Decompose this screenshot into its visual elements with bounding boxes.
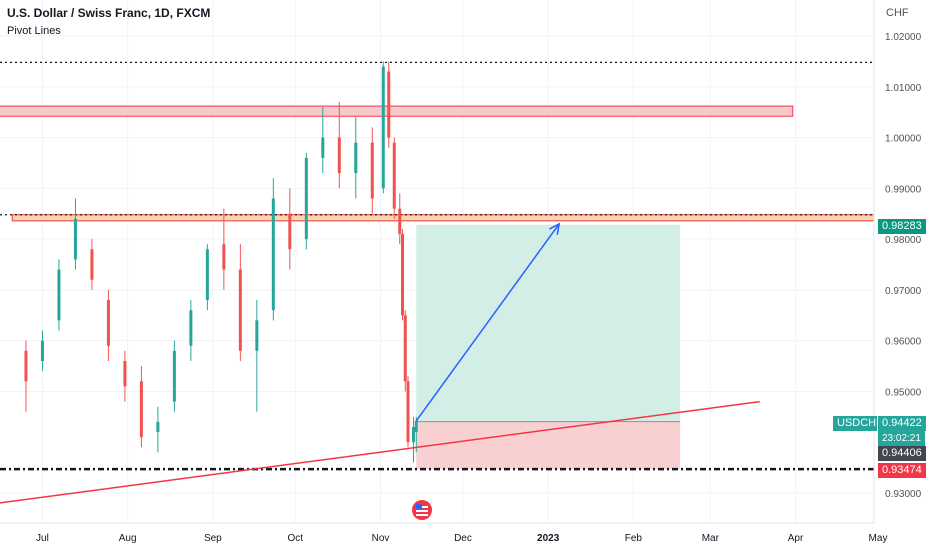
- y-tick-label: 0.97000: [885, 286, 922, 297]
- zones[interactable]: [0, 105, 932, 222]
- resistance-zone[interactable]: [0, 105, 794, 117]
- x-tick-label: Nov: [372, 533, 390, 544]
- symbol-tag: USDCHF: [833, 416, 883, 431]
- projection-arrow[interactable]: [415, 223, 560, 422]
- candle-body: [401, 234, 405, 316]
- candle-body: [304, 157, 308, 240]
- support-band[interactable]: [11, 214, 932, 222]
- candle-body: [387, 71, 391, 138]
- candle-body: [370, 142, 374, 199]
- arrow-head: [549, 222, 561, 235]
- y-tick-label: 0.96000: [885, 337, 922, 348]
- x-tick-label: Mar: [702, 533, 720, 544]
- long-position-tool[interactable]: [416, 224, 681, 469]
- flag-stripe: [416, 514, 428, 516]
- candle-body: [189, 310, 193, 346]
- indicator-label[interactable]: Pivot Lines: [7, 25, 61, 37]
- candlestick-series: [24, 61, 418, 463]
- candle-body: [406, 381, 410, 443]
- candle-body: [354, 142, 358, 174]
- candle-body: [123, 360, 127, 387]
- candle-body: [288, 213, 292, 250]
- candle-body: [57, 269, 61, 321]
- candle-body: [392, 142, 396, 209]
- flag-canton: [416, 504, 422, 509]
- countdown-tag: 23:02:21: [878, 431, 925, 446]
- x-tick-label: Jul: [36, 533, 49, 544]
- drawings[interactable]: [0, 222, 760, 509]
- x-tick-label: Sep: [204, 533, 222, 544]
- stop-zone[interactable]: [416, 421, 681, 469]
- candle-body: [238, 269, 242, 351]
- x-tick-label: Apr: [788, 533, 804, 544]
- pivot-lines: [0, 61, 874, 471]
- candle-body: [205, 249, 209, 301]
- y-tick-label: 1.00000: [885, 134, 922, 145]
- y-tick-label: 0.93000: [885, 489, 922, 500]
- x-tick-label: Oct: [288, 533, 304, 544]
- y-tick-label: 1.01000: [885, 83, 922, 94]
- time-axis[interactable]: Jul Aug Sep Oct Nov Dec 2023 Feb Mar Apr May: [0, 522, 888, 544]
- candle-body: [271, 198, 275, 311]
- candle-body: [139, 381, 143, 438]
- candle-body: [156, 421, 160, 433]
- candle-body: [321, 137, 325, 158]
- candle-body: [73, 218, 77, 260]
- x-tick-label: May: [869, 533, 888, 544]
- candle-body: [381, 66, 385, 189]
- trendline[interactable]: [0, 400, 760, 509]
- target-zone[interactable]: [416, 224, 681, 422]
- candle-body: [106, 300, 110, 346]
- candle-body: [255, 320, 259, 351]
- candle-body: [24, 350, 28, 382]
- candle-body: [172, 350, 176, 402]
- candle-body: [337, 137, 341, 174]
- y-tick-label: 0.98000: [885, 235, 922, 246]
- time-axis-flag-icon[interactable]: [412, 500, 432, 520]
- candle-body: [414, 420, 418, 433]
- entry-price-tag: 0.94406: [878, 446, 926, 461]
- currency-label: CHF: [886, 7, 909, 19]
- flag-stripe: [416, 506, 428, 508]
- candle-body: [40, 340, 44, 361]
- y-tick-label: 0.95000: [885, 387, 922, 398]
- last-price-tag: 0.94422: [878, 416, 926, 431]
- chart-title: U.S. Dollar / Swiss Franc, 1D, FXCM: [7, 6, 211, 20]
- x-tick-label: Dec: [454, 533, 472, 544]
- y-tick-label: 0.99000: [885, 184, 922, 195]
- target-price-tag: 0.98283: [878, 219, 926, 234]
- candle-body: [398, 208, 402, 235]
- flag-stripe: [416, 510, 428, 512]
- candle-body: [403, 315, 407, 382]
- x-tick-label: Feb: [625, 533, 643, 544]
- x-tick-label: Aug: [119, 533, 137, 544]
- y-tick-label: 1.02000: [885, 32, 922, 43]
- candle-body: [90, 249, 94, 280]
- candle-body: [412, 426, 416, 443]
- candle-body: [222, 244, 226, 270]
- stop-price-tag: 0.93474: [878, 463, 926, 478]
- x-tick-label: 2023: [537, 533, 560, 544]
